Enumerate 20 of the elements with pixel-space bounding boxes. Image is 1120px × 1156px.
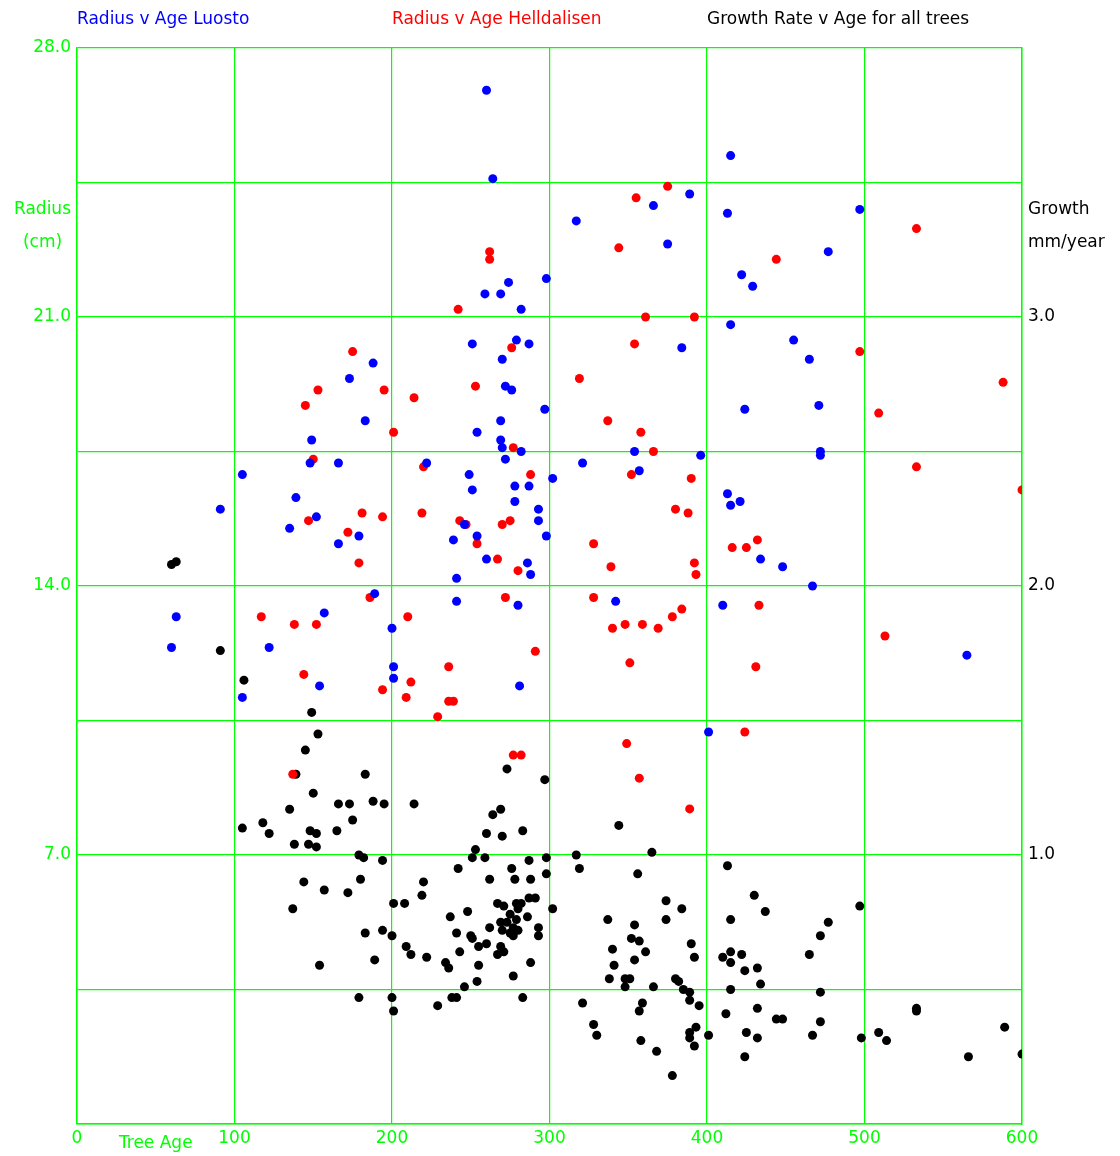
y-axis-title: Radius (cm)	[13, 198, 72, 252]
y-tick-label: 7.0	[43, 843, 71, 864]
text: Radius v Age Helldalisen	[392, 8, 602, 29]
x-tick-label: 500	[848, 1126, 881, 1147]
text: Growth Rate v Age for all trees	[707, 8, 970, 29]
x-tick-label: 300	[533, 1126, 566, 1147]
x-tick-label: 100	[218, 1126, 251, 1147]
y-tick-label: 28.0	[33, 36, 71, 57]
text: Radius v Age Luosto	[77, 8, 250, 29]
y2-axis-title: Growth mm/year	[1028, 198, 1105, 252]
y2-tick-label: 3.0	[1028, 305, 1056, 326]
x-tick-label: 400	[690, 1126, 724, 1147]
x-axis-title: Tree Age	[117, 1132, 193, 1153]
x-tick-label: 200	[375, 1126, 409, 1147]
y2-tick-label: 1.0	[1028, 843, 1056, 864]
y-tick-label: 21.0	[33, 305, 71, 326]
y-tick-label: 14.0	[33, 574, 71, 595]
x-tick-label: 600	[1005, 1126, 1039, 1147]
x-tick-label: 0	[71, 1126, 83, 1147]
y2-tick-label: 2.0	[1028, 574, 1056, 595]
